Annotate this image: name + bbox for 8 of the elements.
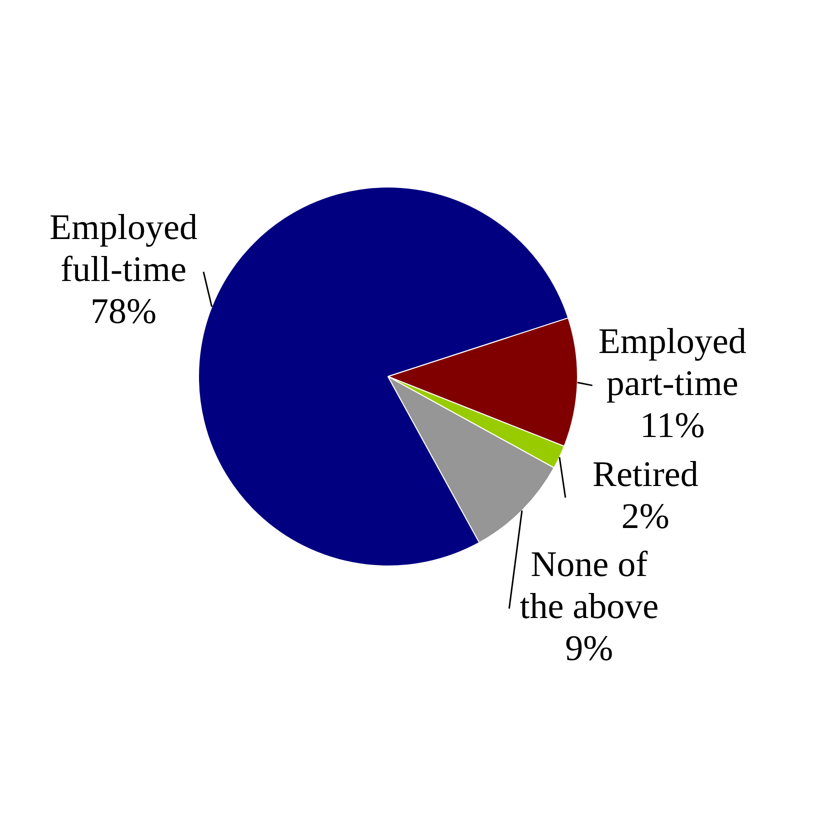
slice-label: Employed full-time — [49, 207, 198, 290]
slice-label: Retired — [592, 454, 698, 494]
slice-label: None of the above — [520, 544, 659, 626]
data-label: 11% — [640, 404, 705, 445]
data-label: 9% — [565, 628, 614, 668]
data-label: 2% — [621, 496, 670, 536]
slice-label: Employed part-time — [598, 320, 746, 403]
data-label: 78% — [90, 291, 156, 332]
